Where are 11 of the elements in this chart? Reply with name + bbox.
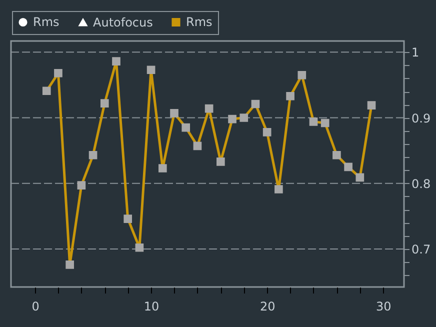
legend-label: Rms	[186, 15, 212, 30]
x-tick-label: 20	[260, 300, 276, 314]
legend-label: Autofocus	[93, 15, 153, 30]
y-tick-label: 0.7	[412, 242, 431, 256]
y-tick-label: 1	[412, 46, 420, 60]
y-tick-label: 0.8	[412, 176, 431, 191]
x-tick-label: 30	[376, 300, 392, 314]
x-tick-label: 10	[144, 300, 160, 314]
y-tick-label: 0.9	[412, 111, 431, 126]
legend-label: Rms	[33, 15, 60, 30]
x-tick-label: 0	[32, 300, 40, 314]
